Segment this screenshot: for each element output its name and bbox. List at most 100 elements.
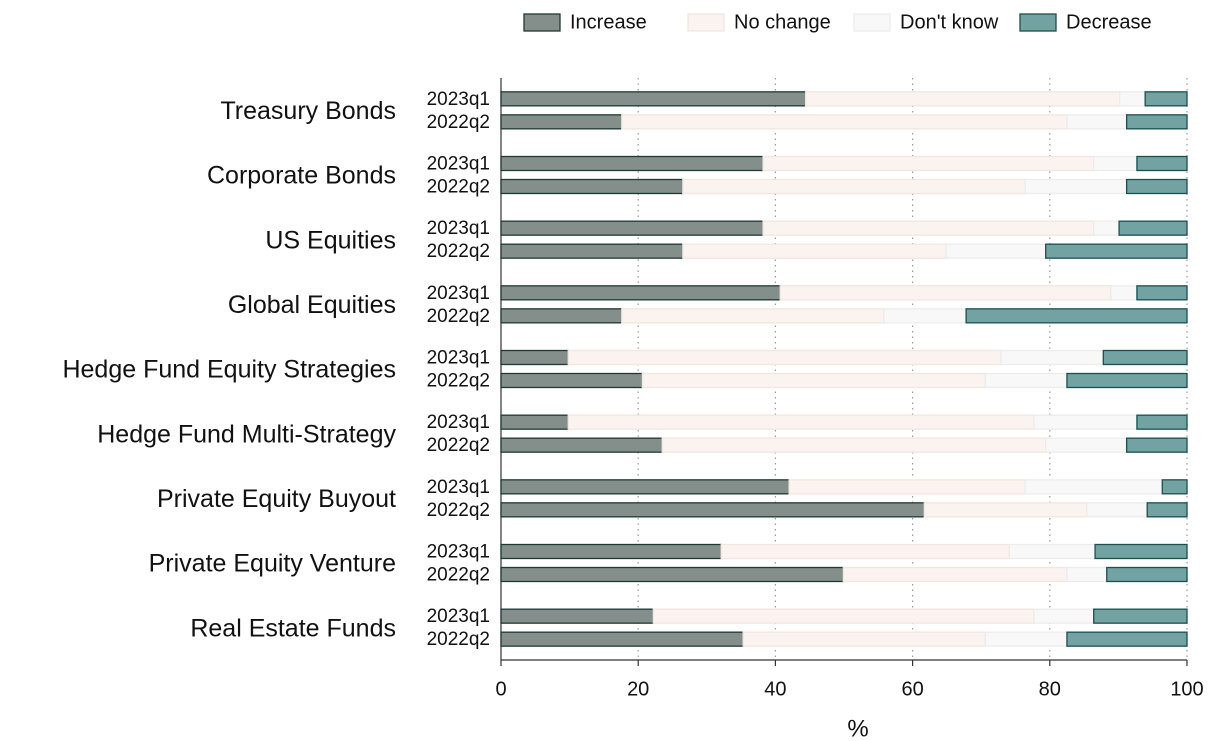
row-label: 2022q2 xyxy=(427,500,490,521)
bar-segment xyxy=(1024,479,1163,495)
row-label: 2023q1 xyxy=(427,477,490,498)
bar-segment xyxy=(762,155,1095,172)
legend-label: Increase xyxy=(570,11,647,33)
bar-segment xyxy=(1136,285,1188,301)
bar-segment xyxy=(500,349,569,366)
bar-segment xyxy=(1106,566,1188,583)
bar-segment xyxy=(1125,178,1188,195)
bar-segment xyxy=(1125,114,1188,130)
bar-segment xyxy=(500,502,925,518)
x-tick-label: 20 xyxy=(627,678,649,700)
bar-segment xyxy=(1110,285,1138,301)
bar-segment xyxy=(500,414,569,430)
row-label: 2023q1 xyxy=(427,283,490,304)
x-tick-label: 40 xyxy=(764,678,786,700)
row-label: 2023q1 xyxy=(427,542,490,563)
row-label: 2022q2 xyxy=(427,112,490,133)
bar-segment xyxy=(1008,543,1096,560)
group-label: Hedge Fund Equity Strategies xyxy=(62,356,396,384)
bar-segment xyxy=(1086,502,1148,518)
legend-swatch xyxy=(687,13,725,32)
bar-segment xyxy=(1000,349,1104,366)
bar-segment xyxy=(500,155,764,172)
bar-segment xyxy=(1066,631,1188,647)
bar-segment xyxy=(500,631,744,647)
row-label: 2022q2 xyxy=(427,306,490,327)
bar-segment xyxy=(1066,566,1108,583)
bar-segment xyxy=(923,502,1088,518)
bar-segment xyxy=(984,631,1068,647)
bar-segment xyxy=(1094,543,1188,560)
group-label: Private Equity Venture xyxy=(149,550,396,578)
bar-segment xyxy=(984,372,1068,389)
bar-segment xyxy=(965,308,1188,324)
row-label: 2023q1 xyxy=(427,348,490,369)
bar-segment xyxy=(779,285,1112,301)
row-label: 2022q2 xyxy=(427,435,490,456)
bar-segment xyxy=(500,308,623,324)
bar-segment xyxy=(720,543,1010,560)
row-label: 2023q1 xyxy=(427,606,490,627)
row-label: 2022q2 xyxy=(427,629,490,650)
bar-segment xyxy=(621,114,1068,130)
bar-segment xyxy=(1045,243,1188,259)
bar-segment xyxy=(1066,114,1128,130)
bar-segment xyxy=(842,566,1068,583)
bar-segment xyxy=(762,220,1095,236)
bar-segment xyxy=(804,91,1121,107)
bar-segment xyxy=(500,543,722,560)
x-tick-label: 0 xyxy=(495,678,506,700)
bar-segment xyxy=(1033,414,1138,430)
group-label: US Equities xyxy=(265,226,396,254)
row-label: 2022q2 xyxy=(427,565,490,586)
row-label: 2022q2 xyxy=(427,177,490,198)
bar-segment xyxy=(1093,220,1120,236)
bar-segment xyxy=(661,437,1047,453)
bar-segment xyxy=(883,308,967,324)
bar-segment xyxy=(500,479,790,495)
bar-segment xyxy=(682,178,1026,195)
group-label: Global Equities xyxy=(228,291,396,319)
row-label: 2023q1 xyxy=(427,89,490,110)
bar-segment xyxy=(500,91,807,107)
bar-segment xyxy=(1093,155,1138,172)
bar-segment xyxy=(1146,502,1188,518)
legend-swatch xyxy=(853,13,891,32)
bar-segment xyxy=(1118,220,1188,236)
row-label: 2022q2 xyxy=(427,371,490,392)
group-label: Private Equity Buyout xyxy=(157,485,396,513)
bar-segment xyxy=(567,349,1002,366)
bar-segment xyxy=(1045,437,1128,453)
bar-segment xyxy=(500,243,684,259)
legend-label: Decrease xyxy=(1066,11,1152,33)
bar-segment xyxy=(500,566,844,583)
group-label: Real Estate Funds xyxy=(190,614,396,642)
bar-segment xyxy=(1066,372,1188,389)
legend-label: Don't know xyxy=(900,11,999,33)
bar-segment xyxy=(500,372,643,389)
row-label: 2023q1 xyxy=(427,412,490,433)
bar-segment xyxy=(567,414,1035,430)
bar-segment xyxy=(1024,178,1128,195)
row-label: 2023q1 xyxy=(427,154,490,175)
bar-segment xyxy=(1125,437,1188,453)
bar-segment xyxy=(621,308,885,324)
x-tick-label: 100 xyxy=(1170,678,1203,700)
x-tick-label: 80 xyxy=(1039,678,1061,700)
bar-segment xyxy=(500,437,663,453)
bar-segment xyxy=(500,285,781,301)
bar-segment xyxy=(1136,414,1188,430)
bar-segment xyxy=(1102,349,1188,366)
bar-segment xyxy=(1033,608,1095,624)
group-label: Corporate Bonds xyxy=(207,162,396,190)
bar-segment xyxy=(500,608,654,624)
bar-segment xyxy=(500,114,623,130)
bar-segment xyxy=(1136,155,1188,172)
legend-swatch xyxy=(523,13,561,32)
legend-label: No change xyxy=(734,11,831,33)
x-axis-label: % xyxy=(847,715,868,741)
bar-segment xyxy=(788,479,1026,495)
x-tick-label: 60 xyxy=(901,678,923,700)
bar-segment xyxy=(1093,608,1188,624)
